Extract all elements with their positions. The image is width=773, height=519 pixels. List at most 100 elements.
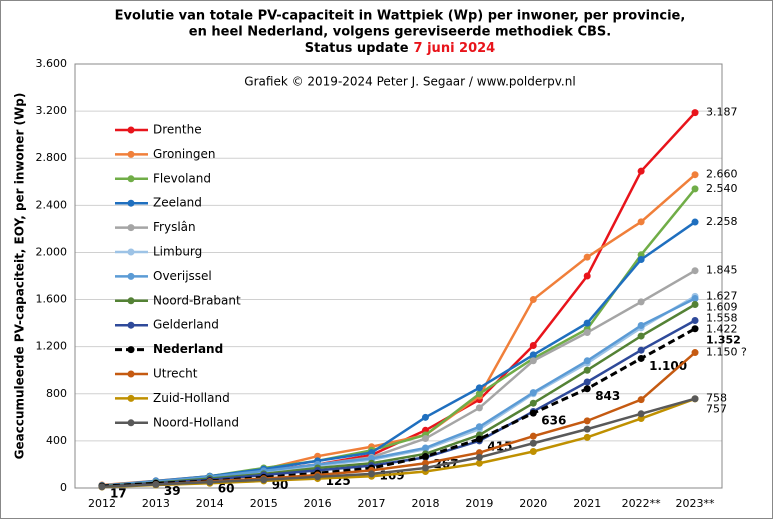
- legend-marker: [127, 321, 135, 329]
- status-date: 7 juni 2024: [414, 41, 496, 56]
- legend-label: Noord-Holland: [153, 415, 239, 429]
- legend-label: Groningen: [153, 147, 215, 161]
- series-line: [101, 297, 696, 487]
- x-tick-label: 2020: [519, 497, 547, 510]
- end-label: 1.609: [706, 300, 738, 313]
- y-tick-label: 1.600: [36, 293, 68, 306]
- data-point: [583, 433, 591, 441]
- end-label: 1.558: [706, 311, 738, 324]
- series-line: [101, 327, 696, 488]
- data-point: [529, 341, 537, 349]
- y-tick-label: 3.600: [36, 57, 68, 70]
- legend-label: Zuid-Holland: [153, 391, 230, 405]
- end-label: 758: [706, 392, 727, 405]
- data-point: [475, 404, 483, 412]
- data-label: 17: [110, 486, 127, 500]
- data-label: 843: [595, 389, 620, 403]
- y-tick-label: 800: [46, 387, 67, 400]
- data-point: [529, 389, 537, 397]
- x-tick-label: 2018: [411, 497, 439, 510]
- data-point: [691, 171, 699, 179]
- end-label: 1.627: [706, 289, 738, 302]
- data-label: 636: [541, 414, 566, 428]
- data-point: [583, 319, 591, 327]
- data-point: [583, 366, 591, 374]
- x-tick-label: 2019: [465, 497, 493, 510]
- end-label: 1.845: [706, 264, 738, 277]
- y-tick-label: 2.400: [36, 198, 68, 211]
- legend-marker: [127, 199, 135, 207]
- data-point: [691, 109, 699, 117]
- legend-label: Overijssel: [153, 269, 212, 283]
- data-point: [691, 185, 699, 193]
- legend-label: Utrecht: [153, 367, 198, 381]
- data-point: [529, 296, 537, 304]
- data-point: [368, 470, 376, 478]
- data-point: [583, 357, 591, 365]
- subtitle: Grafiek © 2019-2024 Peter J. Segaar / ww…: [244, 75, 575, 89]
- plot-frame: [74, 63, 723, 489]
- data-label: 39: [164, 484, 181, 498]
- data-point: [637, 298, 645, 306]
- data-point: [98, 483, 106, 491]
- end-label: 2.258: [706, 215, 738, 228]
- data-point: [637, 218, 645, 226]
- data-point: [260, 476, 268, 484]
- legend-marker: [127, 150, 135, 158]
- x-tick-label: 2021: [573, 497, 601, 510]
- data-point: [691, 294, 699, 302]
- legend-label: Fryslân: [153, 220, 196, 234]
- data-point: [314, 473, 322, 481]
- legend-label: Flevoland: [153, 171, 211, 185]
- data-point: [583, 425, 591, 433]
- data-point: [475, 453, 483, 461]
- data-point: [529, 409, 537, 417]
- end-label: 1.422: [706, 322, 738, 335]
- data-point: [691, 349, 699, 357]
- chart-title: en heel Nederland, volgens gereviseerde …: [189, 25, 611, 40]
- y-tick-label: 400: [46, 434, 67, 447]
- data-point: [583, 417, 591, 425]
- legend-marker: [127, 224, 135, 232]
- data-point: [529, 399, 537, 407]
- data-point: [637, 167, 645, 175]
- data-point: [691, 325, 699, 333]
- legend-label: Noord-Brabant: [153, 293, 241, 307]
- data-point: [637, 321, 645, 329]
- data-point: [583, 329, 591, 337]
- data-point: [421, 444, 429, 452]
- data-point: [637, 410, 645, 418]
- end-label: 1.150 ?: [706, 346, 747, 359]
- data-point: [637, 346, 645, 354]
- legend-marker: [127, 297, 135, 305]
- data-point: [475, 459, 483, 467]
- data-point: [529, 432, 537, 440]
- data-point: [691, 218, 699, 226]
- legend-marker: [127, 419, 135, 427]
- y-tick-label: 0: [60, 481, 67, 494]
- x-tick-label: 2014: [196, 497, 224, 510]
- data-point: [529, 357, 537, 365]
- chart-title: Evolutie van totale PV-capaciteit in Wat…: [115, 9, 686, 24]
- x-tick-label: 2016: [304, 497, 332, 510]
- end-label: 3.187: [706, 106, 738, 119]
- x-tick-label: 2012: [88, 497, 116, 510]
- data-point: [152, 480, 160, 488]
- legend-marker: [127, 370, 135, 378]
- data-point: [637, 354, 645, 362]
- legend-marker: [127, 248, 135, 256]
- y-tick-label: 2.800: [36, 151, 68, 164]
- legend-label: Nederland: [153, 342, 223, 356]
- data-point: [583, 378, 591, 386]
- data-point: [637, 396, 645, 404]
- y-tick-label: 1.200: [36, 340, 68, 353]
- legend-marker: [127, 346, 135, 354]
- data-point: [421, 464, 429, 472]
- legend-marker: [127, 175, 135, 183]
- data-point: [206, 478, 214, 486]
- data-label: 60: [218, 481, 235, 495]
- x-tick-label: 2023**: [676, 497, 715, 510]
- data-point: [421, 453, 429, 461]
- data-point: [583, 272, 591, 280]
